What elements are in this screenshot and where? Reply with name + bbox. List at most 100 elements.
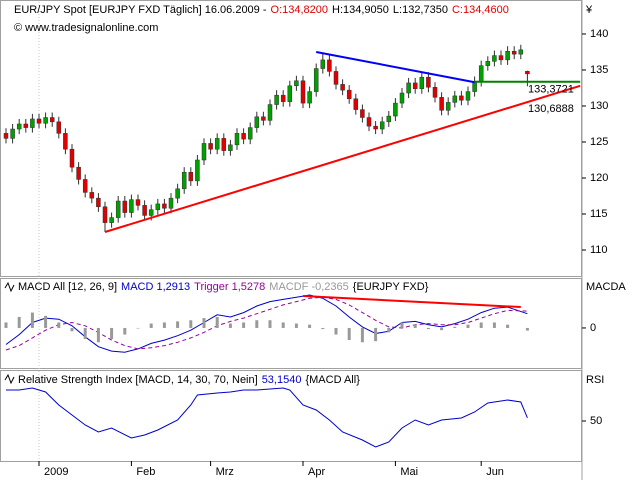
histogram-bar [413, 324, 417, 328]
candle-body [69, 148, 75, 168]
panel-header: MACD All [12, 26, 9] MACD 1,2913 Trigger 1… [18, 281, 429, 293]
indicator-line [5, 294, 528, 353]
candle-body [56, 121, 62, 134]
candle-body [313, 68, 319, 92]
candle-body [228, 144, 233, 151]
histogram-bar [281, 322, 285, 328]
legend-entry: MACD 1,2913 [121, 281, 190, 293]
y-tick-label: 130 [590, 100, 608, 112]
candle-body [201, 143, 207, 161]
histogram-bar [228, 323, 232, 328]
histogram-bar [162, 322, 166, 328]
histogram-bar [440, 327, 444, 331]
candle-body [109, 217, 114, 223]
histogram-bar [308, 324, 312, 328]
candle-body [49, 117, 55, 123]
trend-line [302, 295, 521, 309]
price-panel [0, 0, 582, 277]
candle-body [115, 200, 121, 218]
candle-body [234, 133, 240, 146]
histogram-bar [268, 320, 272, 328]
candle-body [36, 118, 42, 124]
y-tick-label: 110 [590, 244, 608, 256]
candle-body [16, 123, 22, 130]
header-title: Relative Strength Index [MACD, 14, 30, 7… [18, 374, 258, 386]
candle-body [386, 115, 392, 123]
histogram-bar [492, 322, 496, 328]
level-label: 130,6888 [528, 103, 574, 115]
candle-body [432, 87, 438, 98]
histogram-bar [70, 327, 74, 332]
histogram-bar [525, 327, 529, 331]
candle-body [76, 166, 81, 180]
candle-body [135, 199, 141, 206]
histogram-bar [44, 315, 48, 328]
histogram-bar [83, 327, 87, 339]
candle-body [300, 80, 306, 104]
level-label: 133,3721 [528, 84, 574, 96]
x-tick-label: Jun [486, 466, 504, 478]
candle-body [89, 192, 95, 199]
candle-body [181, 171, 187, 190]
candle-body [320, 59, 326, 69]
candle-body [294, 80, 299, 87]
histogram-bar [321, 327, 325, 330]
candle-body [340, 84, 345, 91]
candle-body [353, 98, 359, 110]
y-tick-label: 0 [590, 322, 596, 334]
rsi-icon [4, 373, 15, 385]
candle-body [43, 117, 48, 124]
header-value: L:132,7350 [393, 4, 448, 16]
candle-body [23, 123, 29, 128]
indicator-line [6, 387, 528, 448]
x-tick-label: Apr [308, 466, 325, 478]
header-value: H:134,9050 [332, 4, 389, 16]
candle-body [267, 104, 273, 121]
histogram-bar [136, 327, 140, 329]
candle-body [247, 127, 253, 140]
trend-line [104, 84, 581, 233]
histogram-bar [17, 316, 21, 328]
histogram-bar [453, 326, 457, 328]
candle-body [393, 102, 398, 117]
y-unit: ¥ [585, 4, 593, 16]
candle-body [254, 116, 260, 128]
histogram-bar [242, 322, 246, 328]
histogram-bar [294, 323, 298, 328]
candle-body [241, 133, 246, 140]
candle-body [366, 117, 372, 127]
candle-body [82, 179, 88, 193]
candle-body [360, 109, 365, 118]
candle-body [96, 197, 101, 208]
candle-body [162, 203, 167, 209]
candle-body [373, 125, 378, 130]
candle-body [214, 138, 220, 150]
candle-body [280, 94, 286, 102]
x-tick-label: 2009 [44, 466, 68, 478]
histogram-bar [334, 327, 338, 335]
candle-body [478, 65, 484, 82]
histogram-bar [255, 320, 259, 328]
y-tick-label: 115 [590, 208, 608, 220]
header-suffix: {MACD All} [305, 374, 360, 386]
candle-body [511, 51, 517, 55]
indicator-line [5, 296, 528, 351]
legend-entry: Trigger 1,5278 [194, 281, 265, 293]
header-value: C:134,4600 [452, 4, 509, 16]
histogram-bar [479, 322, 483, 328]
candle-body [122, 200, 128, 213]
histogram-bar [57, 322, 61, 328]
header-title: MACD All [12, 26, 9] [18, 281, 117, 293]
candle-body [412, 82, 418, 89]
histogram-bar [466, 324, 470, 328]
x-tick-label: Mrz [216, 466, 234, 478]
candle-body [439, 97, 444, 111]
candle-body [445, 102, 451, 111]
candle-body [419, 76, 425, 89]
candle-body [168, 197, 174, 209]
axis-label: MACDA [586, 281, 626, 293]
histogram-bar [96, 327, 100, 343]
candle-body [459, 95, 464, 101]
histogram-bar [189, 320, 193, 328]
candle-body [399, 92, 405, 104]
